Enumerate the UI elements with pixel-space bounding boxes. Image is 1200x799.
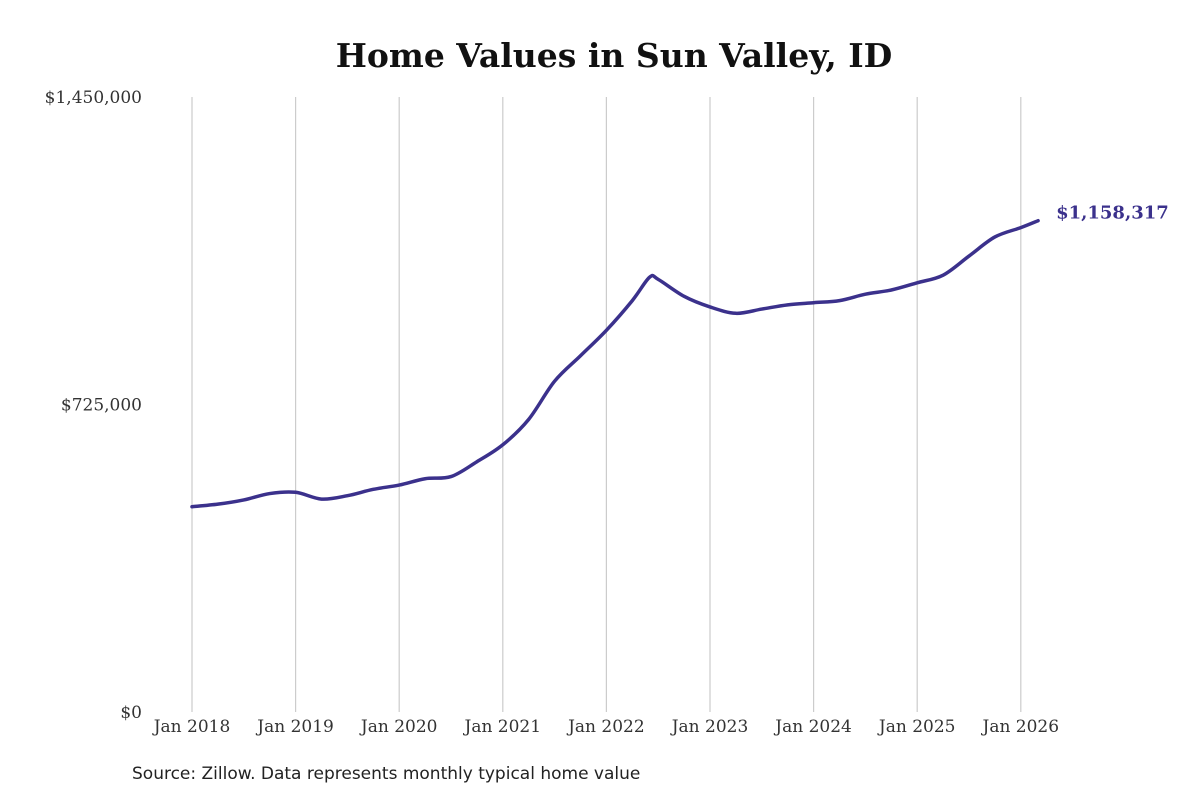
x-tick-label: Jan 2020 bbox=[359, 717, 438, 737]
latest-value-label: $1,158,317 bbox=[1056, 203, 1169, 224]
chart-title: Home Values in Sun Valley, ID bbox=[336, 36, 893, 75]
x-axis-ticks: Jan 2018 Jan 2019 Jan 2020 Jan 2021 Jan 2022… bbox=[152, 717, 1059, 737]
x-tick-label: Jan 2021 bbox=[463, 717, 542, 737]
x-tick-label: Jan 2023 bbox=[670, 717, 749, 737]
x-tick-label: Jan 2018 bbox=[152, 717, 231, 737]
x-tick-label: Jan 2024 bbox=[773, 717, 852, 737]
source-note: Source: Zillow. Data represents monthly … bbox=[132, 764, 641, 784]
home-value-line bbox=[190, 218, 1040, 509]
x-tick-label: Jan 2026 bbox=[981, 717, 1060, 737]
x-tick-label: Jan 2022 bbox=[566, 717, 645, 737]
y-tick-label: $1,450,000 bbox=[45, 88, 142, 108]
y-tick-label: $725,000 bbox=[61, 396, 142, 416]
x-tick-label: Jan 2025 bbox=[877, 717, 956, 737]
gridlines bbox=[191, 97, 1022, 712]
y-tick-label: $0 bbox=[120, 703, 142, 723]
y-axis-ticks: $0 $725,000 $1,450,000 bbox=[45, 88, 142, 723]
x-tick-label: Jan 2019 bbox=[255, 717, 334, 737]
